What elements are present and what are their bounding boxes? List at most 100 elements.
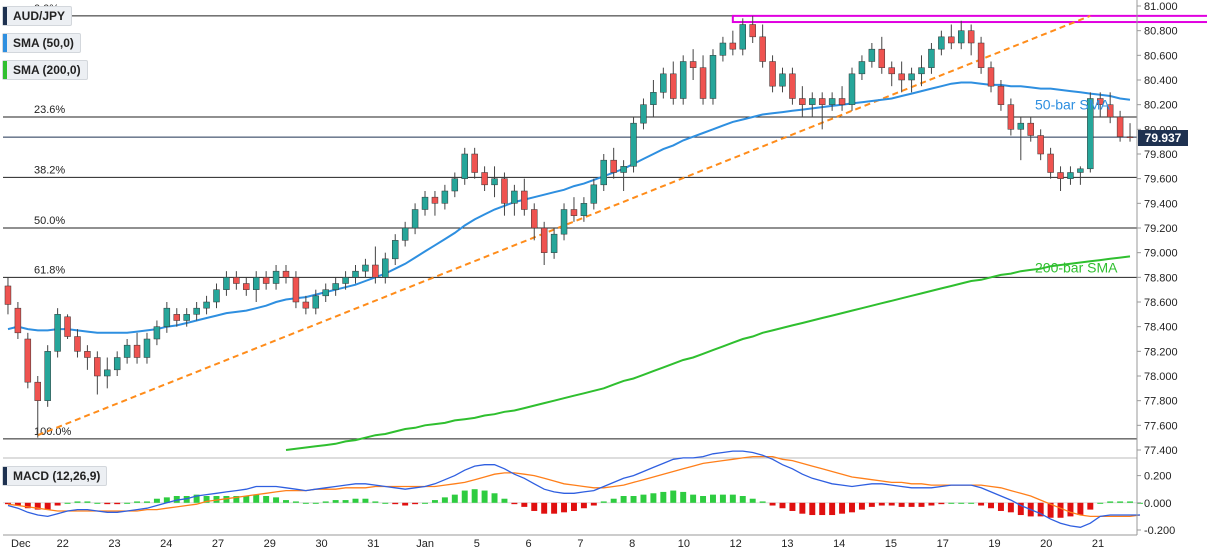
candle-body <box>1097 98 1104 105</box>
candle <box>898 61 905 93</box>
macd-histogram-bar <box>84 501 91 503</box>
macd-histogram-bar <box>997 502 1004 511</box>
macd-histogram-bar <box>710 494 716 503</box>
candle-body <box>640 104 647 124</box>
candle-body <box>14 307 22 334</box>
candle-body <box>262 277 270 284</box>
macd-histogram-bar <box>441 497 448 503</box>
time-tick-label: Dec <box>11 538 31 550</box>
candle-body <box>590 184 598 204</box>
candle <box>699 55 707 105</box>
macd-histogram-bar <box>332 500 339 503</box>
macd-histogram-bar <box>402 502 409 506</box>
legend-symbol[interactable]: AUD/JPY <box>2 6 73 26</box>
sma50-path <box>7 81 1131 334</box>
candle <box>868 43 876 68</box>
candle-body <box>967 30 975 44</box>
candle-body <box>372 264 379 278</box>
macd-histogram-bar <box>1017 502 1024 516</box>
candle <box>421 191 429 216</box>
candle <box>670 61 677 105</box>
price-tick-label: 77.800 <box>1144 396 1178 408</box>
macd-histogram-bar <box>888 502 895 506</box>
candle-body <box>689 61 697 68</box>
macd-histogram-bar <box>243 496 250 503</box>
candle-body <box>878 48 886 68</box>
candle <box>1126 123 1134 142</box>
macd-histogram-bar <box>948 502 955 504</box>
candle-body <box>342 277 349 284</box>
legend-macd[interactable]: MACD (12,26,9) <box>2 466 108 486</box>
macd-histogram-bar <box>153 498 160 503</box>
candle-body <box>193 307 200 315</box>
candle-body <box>272 270 280 284</box>
candle-body <box>848 73 856 105</box>
candle <box>491 166 498 198</box>
price-tick-label: 78.600 <box>1144 297 1178 309</box>
macd-line <box>7 450 1140 528</box>
macd-histogram-bar <box>54 502 61 506</box>
macd-histogram-bar <box>74 501 81 503</box>
candle <box>689 49 697 80</box>
candle-body <box>203 301 210 309</box>
candle <box>14 302 22 339</box>
macd-histogram-bar <box>412 502 419 505</box>
candle-body <box>620 166 627 173</box>
candle-body <box>362 264 369 272</box>
macd-histogram-bar <box>600 501 607 503</box>
candle-body <box>292 277 300 303</box>
macd-histogram-bar <box>670 490 677 503</box>
candle <box>1077 166 1084 185</box>
candle <box>113 351 121 376</box>
time-tick-label: 13 <box>781 538 793 550</box>
macd-histogram-bar <box>839 502 846 514</box>
price-tick-label: 79.600 <box>1144 174 1178 186</box>
macd-histogram-bar <box>580 502 587 509</box>
resistance-box <box>731 14 1207 24</box>
candle <box>133 332 141 364</box>
macd-histogram-bar <box>958 502 965 504</box>
macd-histogram-bar <box>799 502 806 514</box>
candle-body <box>570 209 578 216</box>
candle <box>342 271 349 290</box>
candle-body <box>660 73 667 93</box>
candle <box>84 345 91 370</box>
candle-body <box>868 48 876 62</box>
candle-body <box>600 159 607 186</box>
candles <box>4 15 1134 438</box>
candle-body <box>1057 172 1064 179</box>
candle <box>282 265 290 284</box>
macd-histogram-bar <box>660 491 667 503</box>
candle <box>650 80 657 117</box>
macd-histogram-bar <box>461 490 468 503</box>
fib-label: 61.8% <box>34 264 65 276</box>
macd-histogram-bar <box>968 502 975 504</box>
candle <box>44 345 51 407</box>
macd-histogram-bar <box>898 502 905 507</box>
macd-histogram-bar <box>690 494 697 503</box>
candle-body <box>94 357 101 377</box>
candle <box>550 228 558 259</box>
candle <box>640 98 647 130</box>
candle-body <box>84 351 91 358</box>
candle-body <box>441 190 449 204</box>
trendline <box>37 14 1091 437</box>
macd-histogram-bar <box>928 502 935 506</box>
fibonacci-levels: 0.0%23.6%38.2%50.0%61.8%100.0% <box>3 3 1137 440</box>
candle <box>262 271 270 290</box>
price-tick-label: 77.600 <box>1144 420 1178 432</box>
time-tick-label: 30 <box>315 538 327 550</box>
price-tick-label: 80.400 <box>1144 75 1178 87</box>
legend-sma200[interactable]: SMA (200,0) <box>2 60 88 80</box>
macd-histogram-bar <box>233 496 240 503</box>
time-tick-label: 17 <box>937 538 949 550</box>
macd-histogram-bar <box>988 502 994 509</box>
macd-histogram-bar <box>104 502 111 505</box>
legend-sma50[interactable]: SMA (50,0) <box>2 33 81 53</box>
time-tick-label: 22 <box>57 538 69 550</box>
macd-histogram-bar <box>422 502 428 504</box>
candle-body <box>997 85 1005 105</box>
macd-histogram-bar <box>124 502 131 504</box>
candle <box>1017 117 1025 161</box>
candle <box>630 117 637 173</box>
